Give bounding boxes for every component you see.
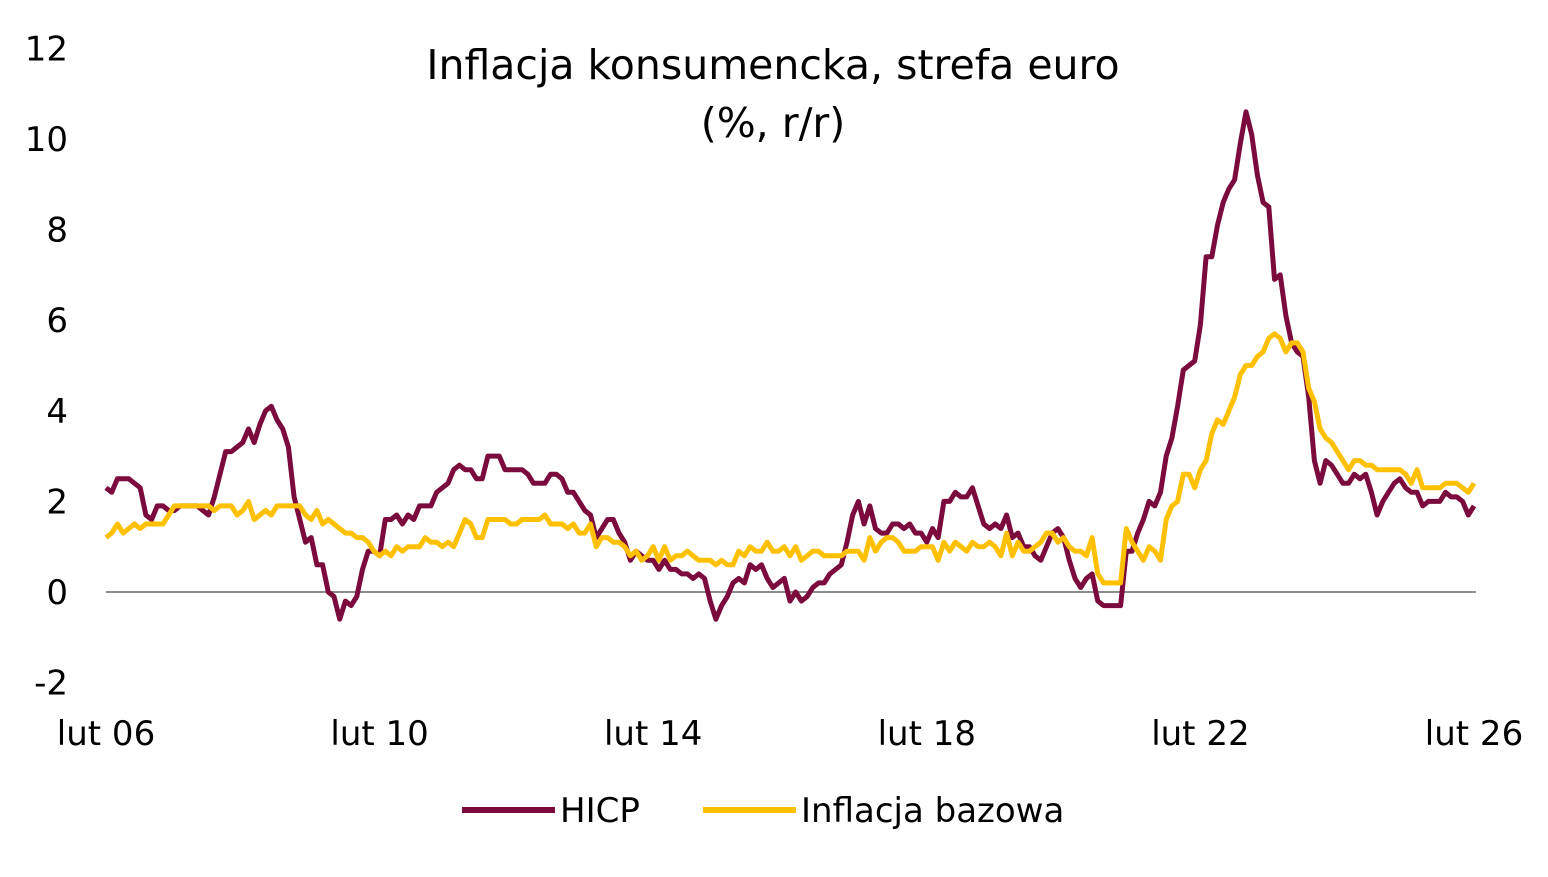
x-tick-label: lut 14 — [604, 714, 702, 754]
x-tick-label: lut 06 — [57, 714, 155, 754]
y-tick-label: -2 — [34, 664, 68, 704]
series-lines — [104, 109, 1477, 622]
x-tick-label: lut 26 — [1425, 714, 1523, 754]
y-tick-label: 12 — [25, 29, 68, 69]
y-axis-ticks: -2 0 2 4 6 8 10 12 — [25, 29, 68, 703]
legend-label-core: Inflacja bazowa — [801, 791, 1064, 831]
chart-title: Inflacja konsumencka, strefa euro — [426, 41, 1119, 89]
x-tick-label: lut 10 — [330, 714, 428, 754]
legend: HICP Inflacja bazowa — [462, 791, 1064, 831]
y-tick-label: 0 — [46, 573, 68, 613]
chart-subtitle: (%, r/r) — [701, 99, 846, 147]
series-line-core — [104, 331, 1477, 586]
y-tick-label: 10 — [25, 120, 68, 160]
y-tick-label: 2 — [46, 482, 68, 522]
y-tick-label: 4 — [46, 392, 68, 432]
x-axis-ticks: lut 06 lut 10 lut 14 lut 18 lut 22 lut 26 — [57, 714, 1523, 754]
series-line-hicp — [104, 109, 1477, 622]
x-tick-label: lut 18 — [878, 714, 976, 754]
y-tick-label: 8 — [46, 211, 68, 251]
legend-label-hicp: HICP — [560, 791, 640, 831]
y-tick-label: 6 — [46, 301, 68, 341]
x-tick-label: lut 22 — [1151, 714, 1249, 754]
